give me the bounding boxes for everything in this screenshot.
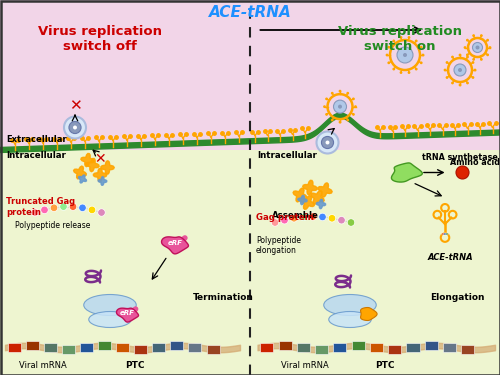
Circle shape (400, 36, 402, 39)
Text: Elongation: Elongation (430, 293, 484, 302)
Circle shape (60, 203, 67, 210)
Text: Truncated Gag
protein: Truncated Gag protein (6, 198, 75, 217)
Circle shape (486, 54, 489, 56)
FancyBboxPatch shape (278, 341, 291, 350)
Circle shape (420, 46, 422, 49)
Circle shape (386, 54, 388, 56)
Circle shape (352, 113, 355, 116)
FancyBboxPatch shape (446, 233, 448, 236)
FancyBboxPatch shape (80, 343, 93, 352)
Circle shape (290, 214, 298, 222)
FancyBboxPatch shape (98, 341, 111, 350)
Circle shape (408, 71, 410, 74)
Text: Polypeptide
elongation: Polypeptide elongation (256, 236, 301, 255)
Circle shape (338, 216, 345, 224)
Text: Virus replication
switch off: Virus replication switch off (38, 25, 162, 53)
Circle shape (480, 34, 483, 37)
FancyBboxPatch shape (134, 345, 147, 354)
Circle shape (271, 219, 279, 226)
Polygon shape (392, 163, 422, 182)
Text: eRF: eRF (120, 310, 135, 316)
Circle shape (466, 54, 469, 56)
Polygon shape (298, 195, 307, 205)
Ellipse shape (89, 312, 131, 327)
Polygon shape (98, 177, 107, 185)
Circle shape (346, 118, 349, 122)
Circle shape (408, 36, 410, 39)
Circle shape (444, 69, 446, 71)
Polygon shape (293, 188, 306, 202)
Polygon shape (74, 166, 86, 179)
Circle shape (338, 121, 342, 123)
FancyBboxPatch shape (26, 341, 39, 350)
FancyBboxPatch shape (260, 343, 274, 352)
FancyBboxPatch shape (44, 343, 57, 352)
Polygon shape (360, 308, 377, 321)
Circle shape (50, 204, 58, 212)
Circle shape (466, 56, 469, 58)
Text: PTC: PTC (125, 360, 145, 369)
FancyBboxPatch shape (444, 233, 446, 236)
Polygon shape (116, 308, 138, 322)
Circle shape (472, 76, 474, 79)
FancyBboxPatch shape (152, 343, 166, 352)
FancyBboxPatch shape (406, 343, 420, 352)
Circle shape (334, 100, 346, 113)
Circle shape (88, 206, 96, 214)
Circle shape (422, 54, 424, 56)
Circle shape (316, 132, 338, 153)
Circle shape (338, 105, 342, 109)
Circle shape (347, 219, 355, 226)
Circle shape (323, 105, 326, 108)
Circle shape (281, 216, 288, 224)
Circle shape (325, 113, 328, 116)
Circle shape (322, 136, 334, 148)
Circle shape (403, 53, 407, 57)
Text: Gag protein: Gag protein (256, 213, 314, 222)
FancyBboxPatch shape (461, 345, 474, 354)
Text: ✕: ✕ (68, 99, 82, 114)
Ellipse shape (84, 294, 136, 315)
FancyBboxPatch shape (297, 343, 310, 352)
Circle shape (338, 90, 342, 93)
Polygon shape (311, 191, 324, 204)
Circle shape (319, 213, 326, 221)
Circle shape (456, 166, 469, 179)
Circle shape (69, 203, 77, 210)
Circle shape (392, 68, 395, 70)
FancyBboxPatch shape (352, 341, 364, 350)
Circle shape (326, 141, 330, 144)
Text: Amino acid: Amino acid (450, 158, 500, 167)
Circle shape (331, 92, 334, 94)
Circle shape (486, 39, 489, 42)
Circle shape (300, 213, 307, 221)
Circle shape (79, 204, 86, 212)
Polygon shape (318, 183, 332, 197)
Circle shape (472, 42, 482, 52)
Text: eRF: eRF (168, 240, 182, 246)
Circle shape (451, 56, 454, 58)
Polygon shape (162, 237, 188, 254)
Text: Polypeptide release: Polypeptide release (15, 222, 90, 231)
FancyBboxPatch shape (442, 233, 444, 236)
Circle shape (476, 45, 480, 50)
Circle shape (466, 82, 469, 84)
Circle shape (31, 209, 39, 216)
Circle shape (69, 122, 81, 134)
Circle shape (352, 98, 355, 100)
Polygon shape (86, 159, 99, 172)
Polygon shape (316, 200, 326, 208)
Text: ✕: ✕ (94, 152, 106, 166)
Text: Virus replication
switch on: Virus replication switch on (338, 25, 462, 53)
Circle shape (397, 47, 413, 63)
Circle shape (328, 214, 336, 222)
Circle shape (98, 209, 106, 216)
FancyBboxPatch shape (116, 343, 129, 352)
Circle shape (392, 39, 395, 42)
FancyBboxPatch shape (170, 341, 183, 350)
FancyBboxPatch shape (62, 345, 75, 354)
FancyBboxPatch shape (8, 343, 20, 352)
Text: Assemble: Assemble (272, 211, 318, 220)
Text: ACE-tRNA: ACE-tRNA (208, 5, 292, 20)
